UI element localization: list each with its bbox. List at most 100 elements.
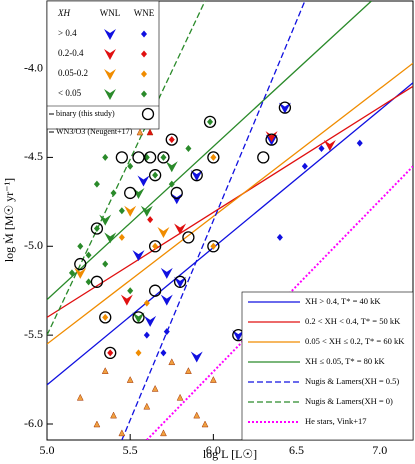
marker — [209, 376, 217, 383]
marker — [93, 180, 100, 188]
marker — [174, 276, 187, 288]
legend-label: < 0.05 — [58, 88, 82, 98]
legend-label: 0.05-0.2 — [58, 68, 88, 78]
legend-label: 0.2-0.4 — [58, 48, 84, 58]
fit-line — [47, 1, 206, 336]
marker — [141, 107, 155, 121]
marker — [126, 376, 134, 383]
marker — [160, 267, 173, 279]
x-tick-label: 6.5 — [289, 443, 304, 457]
marker — [148, 169, 162, 182]
legend-label: 0.05 < XH ≤ 0.2, T* = 60 kK — [305, 336, 405, 346]
marker — [143, 151, 157, 164]
marker — [157, 227, 170, 239]
marker — [144, 315, 157, 327]
marker — [203, 115, 217, 129]
marker — [77, 242, 84, 250]
marker — [110, 411, 117, 419]
marker — [190, 170, 203, 182]
marker — [278, 102, 291, 114]
marker — [160, 349, 167, 357]
x-axis-label: log L [L☉] — [203, 447, 257, 461]
y-tick-label: -5.0 — [24, 238, 43, 252]
marker — [137, 175, 150, 187]
marker — [318, 145, 325, 153]
marker — [102, 153, 109, 161]
legend-title: XH — [57, 8, 70, 18]
marker — [120, 294, 133, 306]
marker — [85, 251, 92, 259]
marker — [118, 207, 125, 215]
legend-label: He stars, Vink+17 — [305, 416, 367, 426]
marker — [190, 351, 203, 363]
plot-frame — [46, 0, 414, 441]
marker — [102, 313, 109, 321]
marker — [207, 240, 220, 253]
marker — [151, 384, 159, 392]
marker — [265, 131, 278, 143]
marker — [136, 128, 144, 136]
legend-column: WNE — [134, 8, 155, 18]
y-tick-label: -5.5 — [24, 327, 43, 341]
marker — [115, 151, 129, 164]
marker — [85, 278, 92, 286]
legend-box — [46, 0, 160, 130]
marker — [265, 133, 278, 146]
marker — [141, 50, 147, 58]
marker — [135, 349, 142, 357]
marker — [143, 331, 150, 339]
marker — [132, 312, 145, 324]
marker — [257, 151, 270, 164]
marker — [160, 294, 173, 306]
marker — [201, 420, 209, 428]
marker — [323, 139, 336, 151]
marker — [140, 205, 153, 217]
marker — [118, 233, 125, 241]
marker — [278, 101, 292, 114]
marker — [141, 30, 147, 38]
marker — [160, 153, 167, 161]
marker — [232, 330, 245, 342]
marker — [99, 214, 112, 226]
legend-label: XH ≤ 0.05, T* = 80 kK — [305, 356, 386, 366]
marker — [148, 240, 162, 253]
marker — [104, 49, 116, 60]
marker — [152, 171, 159, 179]
marker — [90, 275, 104, 288]
marker — [170, 186, 183, 200]
marker — [107, 349, 114, 357]
marker — [147, 216, 154, 224]
marker — [124, 186, 137, 200]
marker — [207, 118, 214, 126]
marker — [160, 429, 167, 437]
x-tick-label: 5.5 — [123, 443, 138, 457]
marker — [276, 233, 283, 241]
marker — [148, 284, 162, 297]
marker — [190, 169, 203, 182]
marker — [132, 151, 145, 164]
marker — [104, 69, 116, 80]
marker — [152, 242, 159, 250]
marker — [132, 250, 145, 262]
legend-label: > 0.4 — [58, 28, 77, 38]
legend-label: binary (this study) — [56, 109, 115, 118]
marker — [176, 393, 184, 401]
marker — [110, 189, 117, 197]
legend-label: XH > 0.4, T* = 40 kK — [305, 296, 381, 306]
marker — [143, 402, 151, 410]
marker — [127, 287, 134, 295]
marker — [104, 232, 117, 244]
y-tick-label: -6.0 — [24, 416, 43, 430]
marker — [210, 153, 217, 161]
legend-label: 0.2 < XH < 0.4, T* = 50 kK — [305, 316, 401, 326]
marker — [143, 299, 150, 307]
marker — [104, 29, 116, 40]
legend-label: Nugis & Lamers(XH = 0) — [305, 396, 393, 406]
marker — [301, 162, 308, 170]
marker — [157, 151, 170, 164]
marker — [132, 311, 145, 324]
marker — [124, 205, 137, 217]
marker — [182, 231, 195, 244]
legend-column: WNL — [100, 8, 121, 18]
